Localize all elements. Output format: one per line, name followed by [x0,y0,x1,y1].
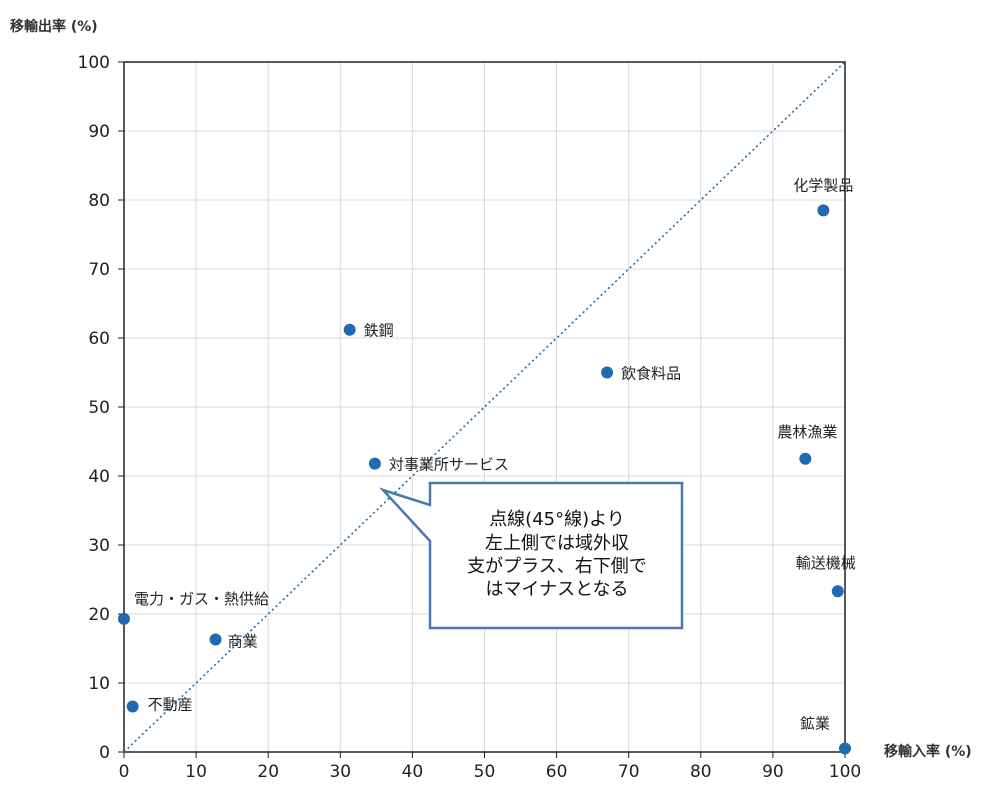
reference-line-45deg [123,61,846,753]
x-tick-label: 20 [257,762,279,782]
x-tick-label: 50 [474,762,496,782]
x-axis-title: 移輸入率 (%) [884,744,972,760]
data-point-label: 農林漁業 [777,423,837,441]
x-tick-label: 40 [402,762,424,782]
data-point-label: 化学製品 [793,176,853,194]
data-point-label: 電力・ガス・熱供給 [134,590,269,608]
x-tick-label: 80 [690,762,712,782]
y-tick-label: 70 [88,260,110,280]
x-tick-label: 30 [329,762,351,782]
data-point [601,366,614,379]
data-point-label: 輸送機械 [796,554,856,572]
x-tick-label: 10 [185,762,207,782]
data-point [839,742,851,755]
data-point-label: 商業 [228,633,258,651]
callout-box [378,481,684,630]
data-point-label: 飲食料品 [621,365,681,383]
data-point [799,452,812,465]
x-tick-label: 70 [618,762,640,782]
y-tick-label: 0 [99,743,110,763]
data-point [817,204,830,217]
data-point [126,700,139,713]
data-point-label: 鉱業 [800,715,830,733]
x-tick-label: 60 [546,762,568,782]
y-tick-label: 30 [88,536,110,556]
y-tick-label: 40 [88,467,110,487]
x-tick-label: 0 [119,762,130,782]
data-point-label: 不動産 [148,695,193,713]
y-tick-label: 80 [88,191,110,211]
y-tick-label: 10 [88,674,110,694]
data-point [118,612,130,625]
data-point [209,633,222,646]
data-point-label: 鉄鋼 [364,322,394,340]
callout-text: 点線(45°線)より 左上側では域外収 支がプラス、右下側で はマイナスとなる [467,509,647,601]
y-tick-label: 100 [78,53,110,73]
data-point [831,585,844,598]
data-point [343,323,356,336]
data-point-label: 対事業所サービス [389,456,509,474]
y-tick-label: 60 [88,329,110,349]
data-point [368,457,381,470]
x-tick-label: 90 [762,762,784,782]
y-tick-label: 50 [88,398,110,418]
y-axis-title: 移輸出率 (%) [10,19,98,35]
y-tick-label: 90 [88,122,110,142]
x-tick-label: 100 [829,762,861,782]
y-tick-label: 20 [88,605,110,625]
